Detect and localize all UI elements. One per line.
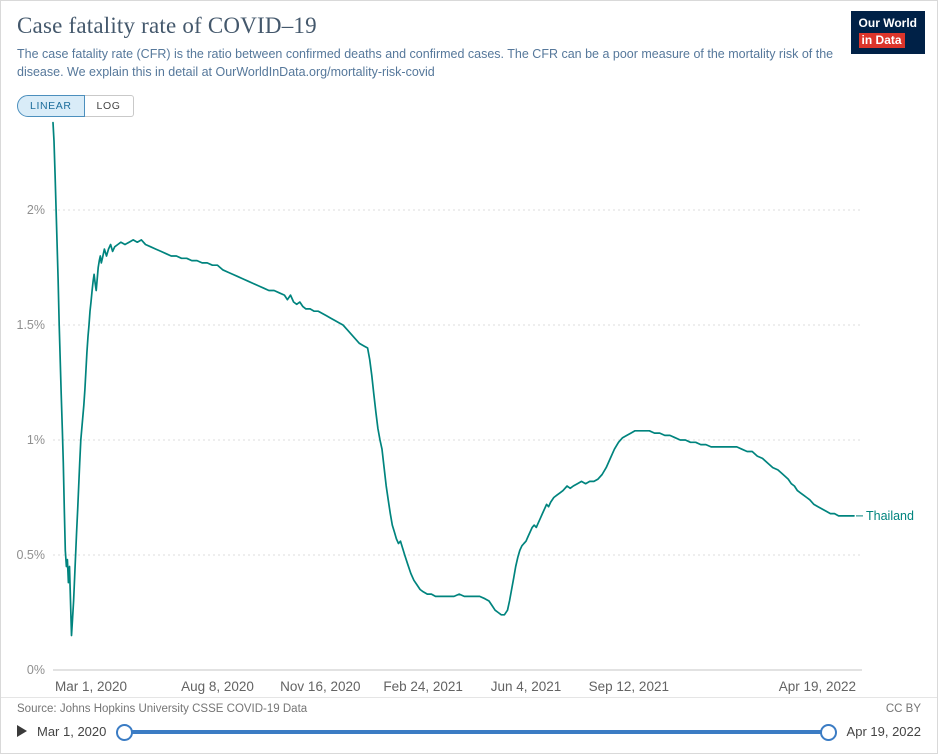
x-tick-label: Sep 12, 2021 — [589, 679, 669, 694]
play-button[interactable] — [17, 725, 27, 738]
chart-subtitle: The case fatality rate (CFR) is the rati… — [17, 47, 834, 80]
y-tick-label: 1.5% — [17, 318, 46, 332]
timeline-end-handle[interactable] — [819, 724, 837, 742]
timeline-start-date: Mar 1, 2020 — [37, 723, 107, 739]
x-tick-label: Jun 4, 2021 — [491, 679, 562, 694]
log-tab[interactable]: LOG — [84, 95, 134, 118]
owid-logo-line1: Our World — [858, 16, 917, 30]
chart-header: Case fatality rate of COVID–19 The case … — [1, 1, 937, 118]
owid-logo: Our World in Data — [850, 11, 925, 55]
x-tick-label: Mar 1, 2020 — [55, 679, 127, 694]
x-tick-label: Apr 19, 2022 — [779, 679, 856, 694]
series-line[interactable] — [52, 121, 855, 637]
timeline-controls: Mar 1, 2020 Apr 19, 2022 — [1, 720, 937, 750]
timeline-start-handle[interactable] — [116, 724, 134, 742]
y-tick-label: 1% — [27, 433, 45, 447]
license-badge[interactable]: CC BY — [885, 703, 921, 716]
x-tick-label: Nov 16, 2020 — [280, 679, 360, 694]
chart-footer: Source: Johns Hopkins University CSSE CO… — [1, 697, 937, 720]
line-chart: 0% 0.5% 1% 1.5% 2% Mar 1, 2020 Aug 8, 2020 Nov … — [17, 121, 914, 694]
source-note: Source: Johns Hopkins University CSSE CO… — [17, 703, 308, 716]
linear-tab[interactable]: LINEAR — [17, 95, 85, 118]
page-title: Case fatality rate of COVID–19 — [17, 13, 317, 38]
y-tick-label: 2% — [27, 203, 45, 217]
x-tick-label: Feb 24, 2021 — [383, 679, 463, 694]
timeline-end-date: Apr 19, 2022 — [846, 723, 921, 739]
timeline-slider[interactable] — [116, 722, 837, 742]
scale-toggle: LINEAR LOG — [17, 95, 134, 118]
owid-logo-line2: in Data — [858, 32, 905, 49]
x-tick-label: Aug 8, 2020 — [181, 679, 254, 694]
series-label[interactable]: Thailand — [866, 509, 914, 523]
timeline-track[interactable] — [122, 729, 831, 734]
y-tick-label: 0.5% — [17, 548, 46, 562]
y-tick-label: 0% — [27, 663, 45, 677]
